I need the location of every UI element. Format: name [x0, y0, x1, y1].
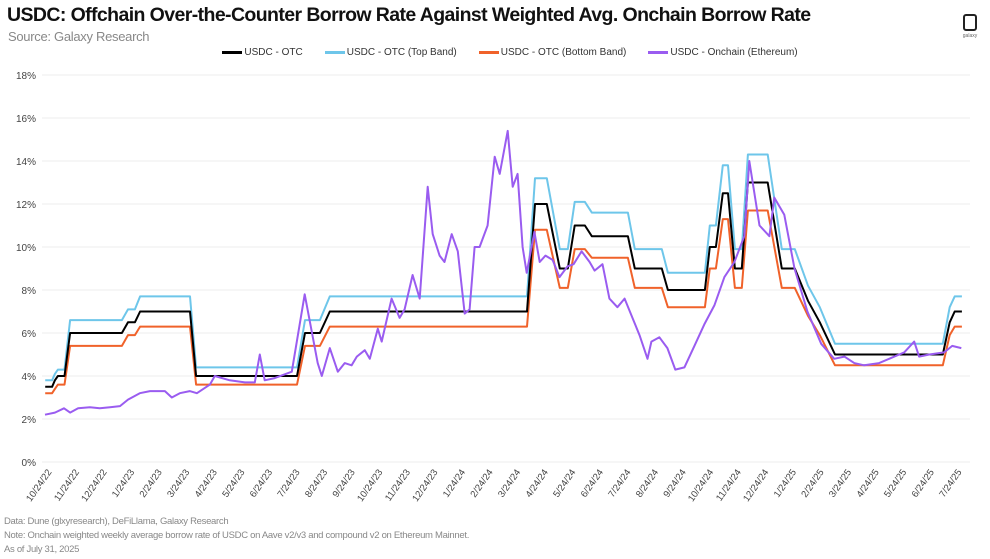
x-tick-label: 12/24/22 [79, 467, 109, 504]
galaxy-logo-icon [963, 14, 977, 31]
legend-item-otc: USDC - OTC [222, 47, 303, 58]
x-tick-label: 3/24/24 [496, 467, 523, 499]
galaxy-logo: galaxy [959, 14, 981, 39]
chart-title: USDC: Offchain Over-the-Counter Borrow R… [7, 4, 811, 26]
y-tick-label: 2% [22, 415, 37, 426]
x-tick-label: 2/24/23 [138, 467, 165, 499]
x-tick-label: 9/24/23 [331, 467, 358, 499]
x-tick-label: 3/24/23 [165, 467, 192, 499]
series-line-usdc-otc [45, 181, 962, 388]
x-tick-label: 5/24/25 [882, 467, 909, 499]
y-tick-label: 12% [16, 200, 36, 211]
x-tick-label: 9/24/24 [662, 467, 689, 499]
x-tick-label: 1/24/24 [441, 467, 468, 499]
x-tick-label: 5/24/24 [551, 467, 578, 499]
x-tick-label: 3/24/25 [827, 467, 854, 499]
footer-as-of: As of July 31, 2025 [4, 544, 80, 555]
x-tick-label: 1/24/23 [110, 467, 137, 499]
legend-swatch [222, 51, 243, 54]
legend-item-bottom-band: USDC - OTC (Bottom Band) [478, 47, 627, 58]
legend-swatch [478, 51, 499, 54]
legend-swatch [648, 51, 669, 54]
x-tick-label: 4/24/24 [524, 467, 551, 499]
y-tick-label: 0% [22, 458, 37, 469]
x-tick-label: 1/24/25 [772, 467, 799, 499]
x-tick-label: 7/24/24 [606, 467, 633, 499]
y-tick-label: 8% [22, 286, 37, 297]
y-tick-label: 14% [16, 157, 36, 168]
y-tick-label: 10% [16, 243, 36, 254]
chart-subtitle: Source: Galaxy Research [8, 29, 150, 44]
x-tick-label: 2/24/25 [799, 467, 826, 499]
x-tick-label: 4/24/25 [855, 467, 882, 499]
footer-note: Note: Onchain weighted weekly average bo… [4, 530, 470, 541]
y-tick-label: 16% [16, 114, 36, 125]
x-tick-label: 5/24/23 [220, 467, 247, 499]
x-tick-label: 10/24/23 [355, 467, 385, 504]
x-tick-label: 12/24/24 [741, 467, 771, 504]
x-tick-label: 8/24/23 [303, 467, 330, 499]
legend-label: USDC - Onchain (Ethereum) [670, 47, 798, 58]
x-tick-label: 7/24/23 [275, 467, 302, 499]
footer-data-sources: Data: Dune (glxyresearch), DeFiLlama, Ga… [4, 516, 229, 527]
x-tick-label: 8/24/24 [634, 467, 661, 499]
x-tick-label: 10/24/24 [686, 467, 716, 504]
y-tick-label: 18% [16, 71, 36, 82]
legend: USDC - OTC USDC - OTC (Top Band) USDC - … [0, 47, 990, 58]
legend-label: USDC - OTC (Bottom Band) [500, 47, 627, 58]
legend-item-top-band: USDC - OTC (Top Band) [324, 47, 457, 58]
x-tick-label: 11/24/22 [52, 467, 82, 503]
x-tick-label: 10/24/22 [24, 467, 54, 504]
series-line-usdc-otc-bottom-band [45, 209, 962, 395]
y-tick-label: 4% [22, 372, 37, 383]
x-tick-label: 2/24/24 [468, 467, 495, 499]
y-tick-label: 6% [22, 329, 37, 340]
legend-label: USDC - OTC [244, 47, 303, 58]
series-line-usdc-onchain-ethereum [44, 129, 962, 416]
legend-label: USDC - OTC (Top Band) [346, 47, 457, 58]
legend-swatch [324, 51, 345, 54]
x-tick-label: 4/24/23 [193, 467, 220, 499]
x-tick-label: 7/24/25 [937, 467, 964, 499]
galaxy-logo-text: galaxy [962, 33, 978, 39]
x-tick-label: 6/24/23 [248, 467, 275, 499]
series-line-usdc-otc-top-band [45, 153, 962, 382]
legend-item-onchain: USDC - Onchain (Ethereum) [648, 47, 798, 58]
x-tick-label: 11/24/23 [383, 467, 413, 503]
x-tick-label: 12/24/23 [410, 467, 440, 504]
x-tick-label: 11/24/24 [714, 467, 744, 503]
x-tick-label: 6/24/25 [910, 467, 937, 499]
x-tick-label: 6/24/24 [579, 467, 606, 499]
